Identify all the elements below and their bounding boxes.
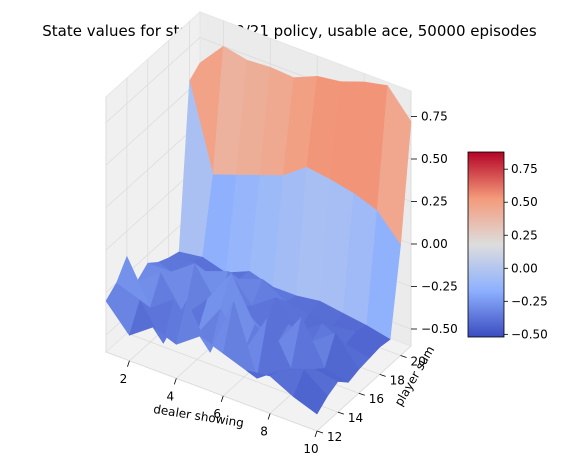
x-tick-label: 4 <box>167 389 175 403</box>
x-axis-label: dealer showing <box>152 402 244 430</box>
z-tick-label: −0.25 <box>421 280 458 294</box>
y-grid-line <box>105 97 318 432</box>
colorbar-tick-label: 0.75 <box>511 162 538 176</box>
x-tick-label: 8 <box>260 424 268 438</box>
axes-ticks: 2 4 6 8 10 12 14 16 18 20 −0.50 −0.25 0.00 0.25 0.50 0.… <box>120 110 458 457</box>
y-tick-mark <box>358 392 365 396</box>
colorbar-tick-label: 0.00 <box>511 261 538 275</box>
y-tick-label: 12 <box>327 430 342 444</box>
z-tick-label: −0.50 <box>421 322 458 336</box>
colorbar-tick-label: 0.25 <box>511 228 538 242</box>
y-tick-mark <box>337 411 345 415</box>
x-tick-mark <box>220 395 224 403</box>
x-tick-mark <box>314 430 318 438</box>
x-tick-mark <box>267 413 271 420</box>
colorbar-tick-label: −0.25 <box>511 294 548 308</box>
colorbar-gradient <box>467 151 505 338</box>
z-tick-label: 0.25 <box>421 195 448 209</box>
y-tick-mark <box>400 355 407 358</box>
surface-plot <box>105 45 412 415</box>
y-tick-label: 16 <box>369 392 384 406</box>
z-tick-label: 0.50 <box>421 152 448 166</box>
y-grid-line <box>126 78 339 413</box>
y-tick-mark <box>379 373 386 377</box>
y-tick-mark <box>316 430 324 434</box>
chart-title: State values for stay on 20/21 policy, u… <box>42 22 537 40</box>
y-tick-label: 20 <box>411 354 426 368</box>
colorbar-tick-label: 0.50 <box>511 195 538 209</box>
x-tick-label: 2 <box>120 372 128 386</box>
x-grid-line <box>316 91 412 432</box>
y-tick-label: 18 <box>390 373 405 387</box>
y-tick-label: 14 <box>348 411 363 425</box>
z-tick-label: 0.75 <box>421 110 448 124</box>
x-tick-mark <box>173 378 177 385</box>
x-tick-label: 6 <box>213 407 221 421</box>
z-tick-label: 0.00 <box>421 237 448 251</box>
x-tick-label: 10 <box>303 442 318 456</box>
colorbar: −0.50 −0.25 0.00 0.25 0.50 0.75 <box>467 151 548 341</box>
x-tick-mark <box>127 360 130 367</box>
colorbar-tick-label: −0.50 <box>511 327 548 341</box>
surface-cell <box>293 369 328 415</box>
